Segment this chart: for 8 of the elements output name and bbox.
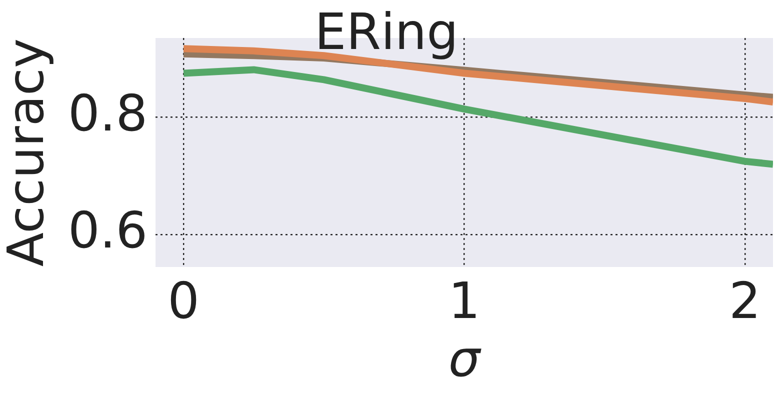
y-tick-label: 0.8	[68, 84, 148, 142]
x-axis-title: σ	[448, 330, 482, 388]
x-tick-label: 2	[729, 272, 761, 330]
x-tick-label: 1	[448, 272, 480, 330]
y-tick-label: 0.6	[68, 202, 148, 260]
x-tick-label: 0	[168, 272, 200, 330]
y-axis-title: Accuracy	[0, 38, 55, 267]
chart-title: ERing	[314, 2, 458, 61]
